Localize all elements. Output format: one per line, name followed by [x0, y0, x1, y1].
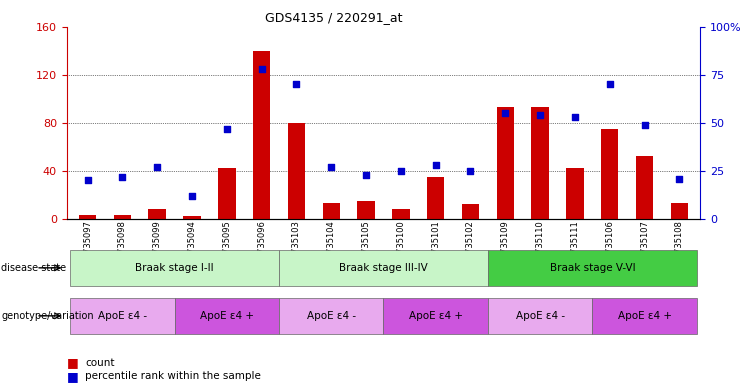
Bar [79, 215, 96, 219]
Bar [566, 169, 584, 219]
Point [116, 174, 128, 180]
Bar [322, 203, 340, 219]
Point [395, 168, 407, 174]
Point [465, 168, 476, 174]
Bar [427, 177, 445, 219]
Bar [671, 203, 688, 219]
Point [430, 162, 442, 168]
Text: ApoE ε4 +: ApoE ε4 + [200, 311, 254, 321]
Text: ■: ■ [67, 370, 79, 383]
Bar [392, 209, 410, 219]
Bar [113, 215, 131, 219]
Text: percentile rank within the sample: percentile rank within the sample [85, 371, 261, 381]
Bar [253, 51, 270, 219]
Text: ApoE ε4 -: ApoE ε4 - [516, 311, 565, 321]
Point [186, 193, 198, 199]
Text: count: count [85, 358, 115, 368]
Text: ■: ■ [67, 356, 79, 369]
Bar [496, 107, 514, 219]
Text: ApoE ε4 +: ApoE ε4 + [617, 311, 671, 321]
Point [360, 172, 372, 178]
Point [534, 112, 546, 118]
Text: ApoE ε4 -: ApoE ε4 - [98, 311, 147, 321]
Point [639, 122, 651, 128]
Bar [636, 157, 654, 219]
Bar [531, 107, 549, 219]
Text: ApoE ε4 -: ApoE ε4 - [307, 311, 356, 321]
Point [256, 66, 268, 72]
Bar [462, 204, 479, 219]
Bar [357, 201, 375, 219]
Point [82, 177, 93, 184]
Text: genotype/variation: genotype/variation [1, 311, 94, 321]
Text: ApoE ε4 +: ApoE ε4 + [409, 311, 462, 321]
Text: Braak stage III-IV: Braak stage III-IV [339, 263, 428, 273]
Point [674, 175, 685, 182]
Point [325, 164, 337, 170]
Text: Braak stage I-II: Braak stage I-II [136, 263, 214, 273]
Text: Braak stage V-VI: Braak stage V-VI [550, 263, 635, 273]
Point [221, 126, 233, 132]
Point [151, 164, 163, 170]
Point [569, 114, 581, 120]
Point [290, 81, 302, 88]
Text: disease state: disease state [1, 263, 67, 273]
Point [499, 110, 511, 116]
Point [604, 81, 616, 88]
Bar [183, 217, 201, 219]
Bar [288, 123, 305, 219]
Bar [218, 169, 236, 219]
Text: GDS4135 / 220291_at: GDS4135 / 220291_at [265, 12, 402, 25]
Bar [601, 129, 619, 219]
Bar [148, 209, 166, 219]
